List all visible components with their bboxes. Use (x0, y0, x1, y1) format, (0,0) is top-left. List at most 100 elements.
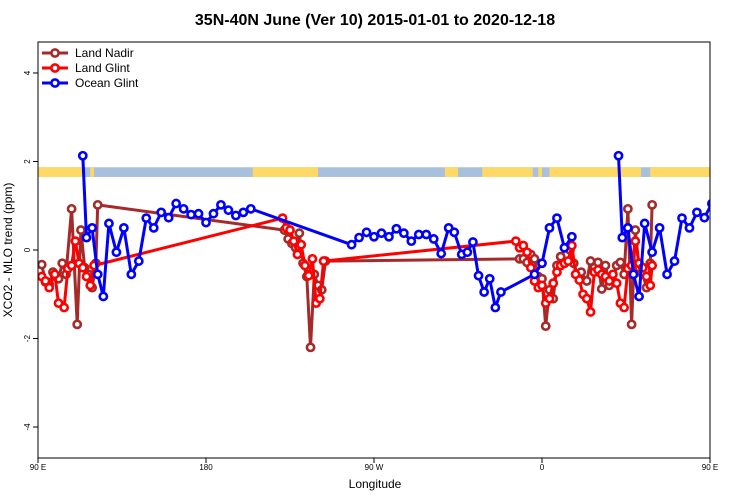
legend-label: Land Nadir (75, 46, 134, 60)
data-point (38, 259, 47, 270)
data-point (548, 278, 559, 289)
data-point (303, 270, 314, 281)
land-band-segment (650, 167, 710, 177)
data-point (706, 199, 710, 209)
x-tick-label: 0 (540, 463, 545, 472)
data-point (490, 302, 501, 313)
data-point (468, 237, 478, 247)
data-point (581, 293, 592, 304)
data-point (479, 287, 490, 297)
legend-label: Land Glint (75, 61, 130, 75)
land-band-segment (538, 167, 542, 177)
data-point (617, 232, 628, 243)
data-point (613, 150, 624, 161)
data-point (537, 280, 547, 291)
data-point (171, 198, 182, 209)
data-point (77, 262, 88, 273)
data-point (398, 228, 409, 239)
data-point (484, 273, 495, 284)
x-tick-label: 90 W (365, 463, 384, 472)
data-point (288, 236, 299, 247)
data-point (716, 205, 723, 212)
data-point (473, 270, 484, 281)
x-tick-label: 180 (199, 463, 213, 472)
land-band-segment (38, 167, 83, 177)
data-point (300, 260, 310, 271)
data-point (98, 291, 109, 302)
data-point (559, 242, 570, 253)
data-point (563, 256, 574, 266)
data-point (406, 236, 417, 247)
data-point (156, 207, 167, 218)
y-tick-label: 0 (23, 247, 32, 252)
data-point (462, 247, 473, 258)
data-point (307, 253, 318, 264)
data-point (296, 239, 307, 250)
data-point (529, 253, 540, 264)
data-point (634, 291, 644, 302)
data-point (66, 203, 77, 214)
series-land-glint (38, 213, 658, 317)
data-point (354, 232, 364, 243)
data-point (662, 269, 672, 280)
data-point (529, 269, 540, 280)
land-band-segment (549, 167, 641, 177)
data-point (581, 276, 592, 286)
data-point (641, 271, 652, 282)
data-point (223, 205, 234, 216)
data-point (111, 247, 122, 258)
data-point (615, 257, 626, 268)
data-point (208, 208, 219, 219)
legend-item: Land Glint (42, 61, 130, 75)
land-band-segment (252, 167, 318, 177)
data-point (318, 256, 329, 266)
data-point (692, 207, 702, 218)
data-point (611, 278, 622, 289)
legend-marker (50, 78, 60, 88)
data-point (654, 222, 665, 233)
data-point (85, 280, 96, 291)
data-point (294, 228, 305, 239)
data-point (141, 213, 152, 224)
data-point (540, 321, 551, 332)
data-point (305, 342, 316, 353)
chart-title: 35N-40N June (Ver 10) 2015-01-01 to 2020… (195, 12, 555, 29)
y-tick-label: -2 (23, 334, 32, 342)
data-point (285, 225, 295, 235)
data-point (628, 269, 639, 280)
data-point (639, 218, 650, 229)
data-point (622, 203, 633, 214)
data-point (574, 275, 585, 285)
data-point (669, 256, 680, 266)
data-point (376, 228, 387, 239)
data-point (600, 260, 611, 271)
data-point (544, 222, 555, 233)
data-point (630, 236, 641, 247)
data-point (596, 284, 607, 294)
x-axis: 90 E 180 90 W 0 90 E (30, 458, 718, 472)
data-point (57, 258, 68, 269)
series-ocean-glint-right- (613, 150, 723, 302)
data-point (537, 258, 547, 269)
y-tick-label: -4 (23, 423, 32, 431)
data-point (216, 199, 226, 210)
series-layer (38, 150, 723, 353)
data-point (178, 203, 189, 214)
data-point (361, 227, 372, 238)
data-point (66, 260, 77, 271)
data-point (201, 217, 211, 228)
data-point (522, 247, 532, 258)
legend-label: Ocean Glint (75, 76, 139, 90)
data-point (699, 212, 710, 223)
data-point (496, 287, 506, 297)
data-point (72, 319, 83, 330)
series-ocean-glint (77, 150, 577, 313)
legend-item: Land Nadir (42, 46, 134, 60)
x-tick-label: 90 E (702, 463, 718, 472)
data-point (186, 209, 196, 220)
data-point (622, 222, 633, 233)
data-point (81, 232, 92, 243)
y-tick-label: 2 (23, 159, 32, 164)
